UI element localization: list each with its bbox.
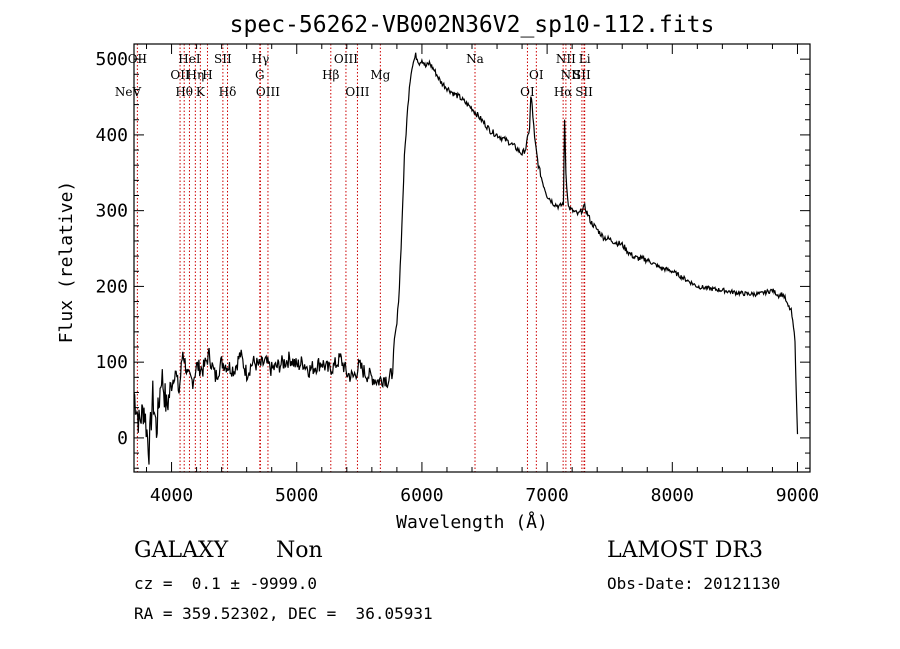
emission-label: OIII	[256, 85, 280, 99]
emission-label: SII	[573, 68, 591, 82]
y-tick-label: 300	[95, 201, 128, 222]
emission-label: Hβ	[322, 68, 339, 82]
emission-label: OIII	[345, 85, 369, 99]
emission-label: OI	[520, 85, 535, 99]
emission-label: K	[196, 85, 206, 99]
y-tick-label: 500	[95, 49, 128, 70]
emission-label: H	[202, 68, 212, 82]
y-tick-label: 100	[95, 352, 128, 373]
object-subclass: Non	[276, 538, 323, 563]
x-tick-label: 7000	[525, 485, 568, 506]
emission-label: SII	[214, 52, 232, 66]
obs-date: Obs-Date: 20121130	[607, 574, 781, 593]
emission-label: OI	[529, 68, 544, 82]
emission-label: Hγ	[252, 52, 270, 66]
survey-name: LAMOST DR3	[607, 538, 763, 563]
x-tick-label: 5000	[275, 485, 318, 506]
x-tick-label: 4000	[150, 485, 193, 506]
emission-label: Mg	[370, 68, 390, 82]
emission-label: NII	[556, 52, 576, 66]
emission-label: G	[255, 68, 265, 82]
y-tick-label: 400	[95, 125, 128, 146]
y-tick-label: 0	[117, 428, 128, 449]
emission-label: Li	[579, 52, 591, 66]
object-class: GALAXY	[134, 538, 229, 563]
emission-line-markers	[136, 44, 586, 472]
emission-label: OIII	[334, 52, 358, 66]
emission-label: NII	[561, 68, 581, 82]
redshift: cz = 0.1 ± -9999.0	[134, 574, 318, 593]
x-axis-ticks: 4000 5000 6000 7000 8000 9000	[146, 44, 819, 506]
emission-label: HeI	[178, 52, 201, 66]
y-tick-label: 200	[95, 276, 128, 297]
coordinates: RA = 359.52302, DEC = 36.05931	[134, 604, 433, 623]
x-axis-label: Wavelength (Å)	[396, 511, 548, 533]
x-tick-label: 6000	[400, 485, 443, 506]
emission-label: NeV	[115, 85, 142, 99]
emission-label: Hη	[187, 68, 205, 82]
emission-label: Hθ	[175, 85, 193, 99]
x-tick-label: 9000	[776, 485, 819, 506]
spectrum-line	[133, 52, 799, 465]
emission-label: Hδ	[219, 85, 237, 99]
x-tick-label: 8000	[651, 485, 694, 506]
emission-label: Hα	[554, 85, 573, 99]
emission-label: SII	[575, 85, 593, 99]
emission-label: OII	[170, 68, 190, 82]
y-axis-ticks: 0 100 200 300 400 500	[95, 43, 810, 469]
chart-title: spec-56262-VB002N36V2_sp10-112.fits	[230, 12, 715, 38]
emission-line-labels: NeVOIIOIIHθHeIHηKHSIIHδHγGOIIIHβOIIIOIII…	[115, 52, 593, 99]
emission-label: Na	[466, 52, 484, 66]
y-axis-label: Flux (relative)	[56, 181, 77, 344]
